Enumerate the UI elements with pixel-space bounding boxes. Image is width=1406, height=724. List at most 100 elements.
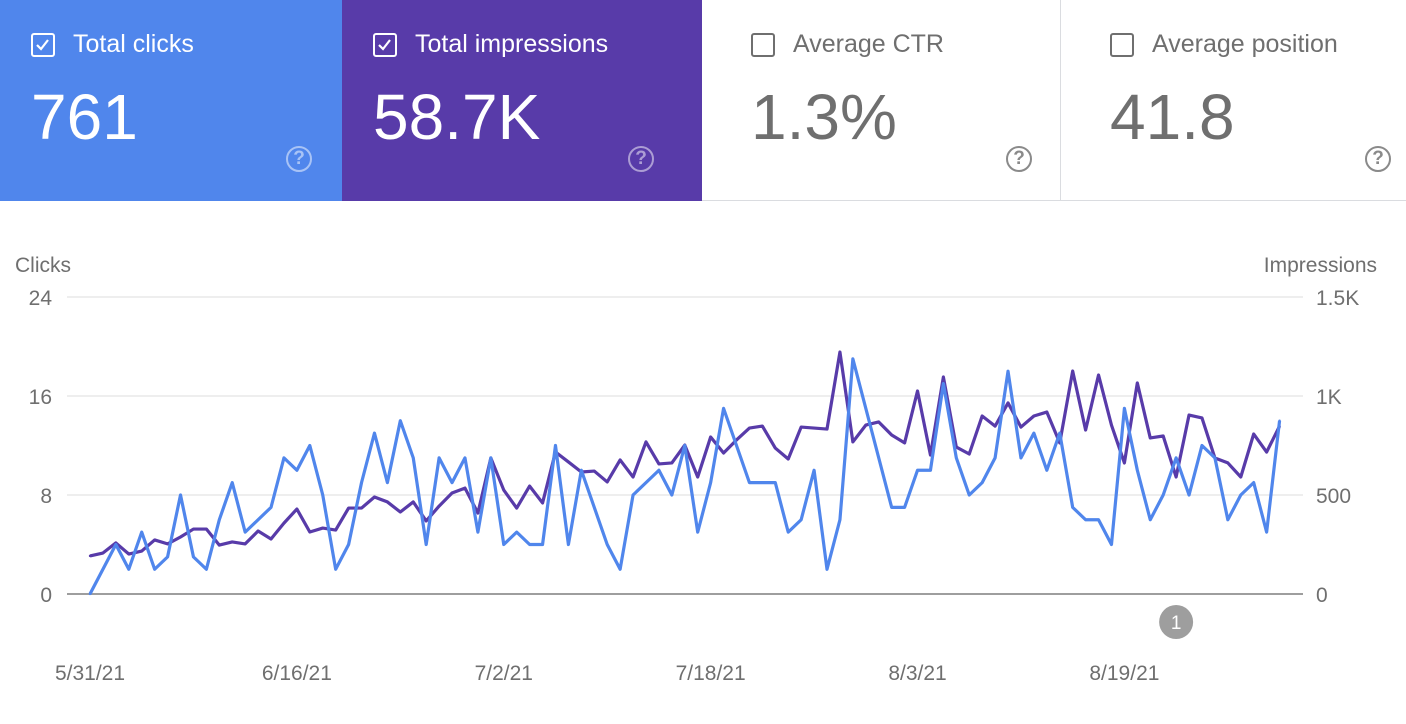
data-point-clicks	[1265, 530, 1268, 534]
data-point-clicks	[412, 456, 415, 460]
metric-value: 1.3%	[751, 81, 897, 153]
data-point-clicks	[489, 456, 493, 460]
data-point-clicks	[929, 469, 932, 472]
data-point-clicks	[218, 518, 221, 521]
x-tick-label: 8/3/21	[888, 662, 946, 685]
data-point-impressions	[812, 426, 816, 430]
data-point-impressions	[295, 507, 299, 511]
data-point-impressions	[787, 457, 790, 461]
data-point-impressions	[799, 425, 803, 429]
data-point-impressions	[192, 527, 195, 531]
data-point-clicks	[1149, 518, 1152, 521]
data-point-clicks	[748, 481, 751, 484]
data-point-impressions	[567, 460, 570, 464]
data-point-clicks	[1058, 431, 1061, 435]
metric-card-average-ctr[interactable]: Average CTR 1.3% ?	[702, 0, 1061, 201]
annotation-label: 1	[1171, 613, 1182, 634]
data-point-impressions	[476, 511, 480, 515]
data-point-clicks	[799, 518, 803, 521]
metric-label: Average position	[1152, 30, 1338, 58]
annotation-marker[interactable]: 1	[1159, 605, 1194, 639]
data-point-clicks	[903, 506, 906, 509]
data-point-clicks	[1200, 444, 1204, 447]
metric-value: 41.8	[1110, 81, 1235, 153]
x-tick-label: 7/2/21	[475, 662, 533, 685]
data-point-impressions	[1084, 428, 1087, 432]
data-point-impressions	[1200, 416, 1204, 420]
data-point-impressions	[1187, 413, 1191, 417]
data-point-clicks	[787, 530, 790, 534]
metric-label: Total clicks	[73, 30, 194, 58]
data-point-clicks	[476, 530, 480, 534]
data-point-impressions	[618, 458, 622, 462]
right-tick-label: 0	[1316, 584, 1328, 607]
data-point-clicks	[321, 493, 324, 497]
data-point-clicks	[722, 407, 725, 410]
right-tick-label: 1.5K	[1316, 287, 1359, 310]
data-point-impressions	[761, 424, 764, 428]
help-icon[interactable]: ?	[1006, 146, 1032, 172]
data-point-impressions	[644, 440, 648, 444]
data-point-clicks	[334, 568, 337, 571]
metric-label: Total impressions	[415, 30, 609, 58]
data-point-impressions	[360, 506, 363, 510]
data-point-clicks	[231, 481, 234, 484]
metric-card-average-position[interactable]: Average position 41.8 ?	[1061, 0, 1406, 201]
data-point-clicks	[812, 469, 816, 472]
data-point-impressions	[101, 551, 105, 555]
checkbox-unchecked-icon[interactable]	[751, 33, 775, 57]
data-point-clicks	[424, 543, 428, 546]
data-point-impressions	[450, 491, 454, 495]
data-point-clicks	[386, 481, 389, 484]
data-point-impressions	[606, 480, 609, 484]
help-icon[interactable]: ?	[286, 146, 312, 172]
data-point-clicks	[450, 481, 454, 484]
series-line-clicks	[88, 357, 1282, 595]
data-point-clicks	[243, 530, 247, 534]
data-point-impressions	[218, 543, 221, 547]
data-point-clicks	[1084, 518, 1087, 521]
data-point-impressions	[231, 540, 234, 544]
data-point-clicks	[670, 493, 674, 497]
data-point-clicks	[606, 543, 609, 546]
checkbox-checked-icon[interactable]	[31, 33, 55, 57]
data-point-clicks	[502, 543, 505, 546]
data-point-clicks	[88, 592, 92, 596]
data-point-clicks	[114, 543, 118, 546]
data-point-clicks	[1252, 481, 1255, 484]
checkbox-unchecked-icon[interactable]	[1110, 33, 1134, 57]
data-point-clicks	[541, 543, 544, 546]
data-point-clicks	[825, 568, 829, 571]
data-point-clicks	[1161, 493, 1165, 497]
data-point-clicks	[1071, 506, 1074, 509]
data-point-impressions	[696, 475, 699, 479]
data-point-impressions	[593, 469, 596, 473]
data-point-clicks	[1006, 370, 1010, 373]
data-point-impressions	[541, 501, 544, 505]
data-point-clicks	[347, 543, 350, 546]
left-tick-label: 8	[40, 485, 52, 508]
data-point-clicks	[1226, 518, 1230, 521]
data-point-impressions	[308, 530, 312, 534]
help-icon[interactable]: ?	[1365, 146, 1391, 172]
checkbox-checked-icon[interactable]	[373, 33, 397, 57]
x-tick-label: 8/19/21	[1089, 662, 1159, 685]
data-point-impressions	[1123, 461, 1126, 465]
right-tick-label: 500	[1316, 485, 1351, 508]
metric-card-total-clicks[interactable]: Total clicks 761 ?	[0, 0, 342, 201]
data-point-impressions	[1252, 432, 1255, 436]
data-point-impressions	[942, 375, 945, 379]
data-point-clicks	[101, 568, 105, 571]
data-point-clicks	[1239, 493, 1242, 497]
metric-card-total-impressions[interactable]: Total impressions 58.7K ?	[342, 0, 702, 201]
data-point-impressions	[412, 500, 415, 504]
data-point-impressions	[127, 552, 130, 556]
help-icon[interactable]: ?	[628, 146, 654, 172]
data-point-clicks	[851, 357, 855, 361]
data-point-impressions	[851, 440, 855, 444]
data-point-impressions	[838, 350, 842, 354]
data-point-impressions	[993, 424, 997, 428]
data-point-impressions	[1045, 410, 1049, 414]
data-point-impressions	[1265, 450, 1268, 454]
data-point-clicks	[140, 530, 143, 534]
